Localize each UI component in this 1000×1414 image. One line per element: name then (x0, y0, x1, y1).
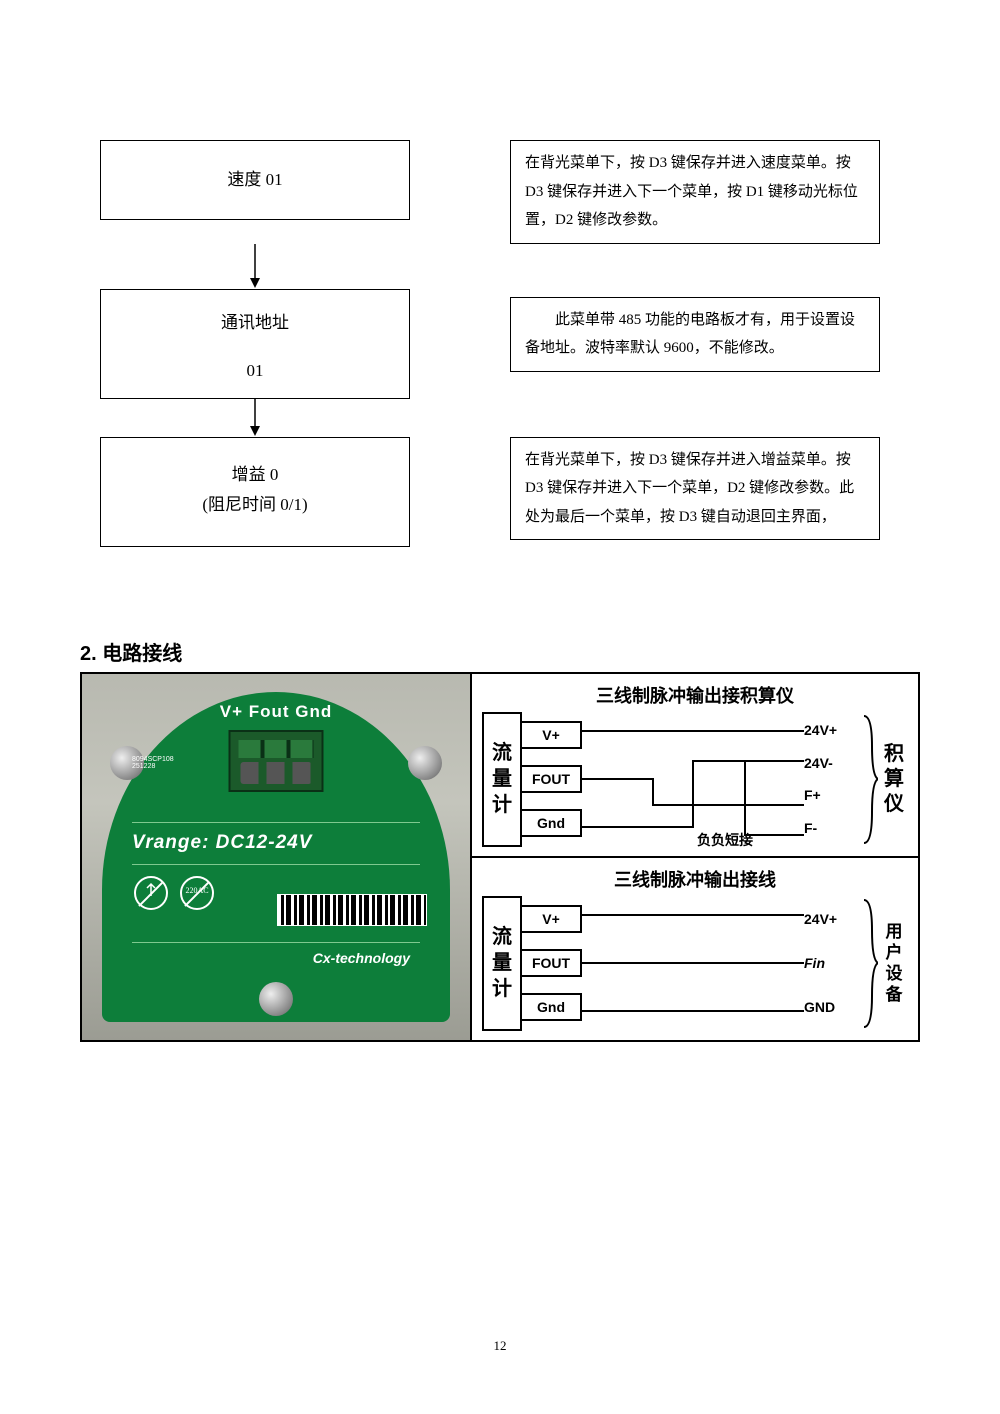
barcode (277, 894, 427, 926)
prohibit-icon-2: 220AC (180, 876, 214, 910)
right-device-label-2: 用户设备 (860, 896, 908, 1031)
wiring-diagram-2: 三线制脉冲输出接线 流量计 V+ FOUT Gnd (472, 858, 918, 1040)
wiring-diagram-1: 三线制脉冲输出接积算仪 流量计 V+ FOUT Gnd (472, 674, 918, 858)
pin-fout: FOUT (520, 765, 582, 793)
pcb-board: V+ Fout Gnd 8094SCP108 251228 Vrange: DC… (102, 692, 450, 1022)
pin-fm: F- (804, 814, 860, 842)
pin-vplus: V+ (520, 721, 582, 749)
flow-box-speed-text: 速度 01 (227, 165, 282, 196)
neg-short-label: 负负短接 (697, 830, 753, 850)
pcb-photo-panel: V+ Fout Gnd 8094SCP108 251228 Vrange: DC… (82, 674, 472, 1040)
wiring-container: V+ Fout Gnd 8094SCP108 251228 Vrange: DC… (80, 672, 920, 1042)
left-pins-1: V+ FOUT Gnd (520, 712, 582, 847)
pin2-fin: Fin (804, 949, 860, 977)
screw-2 (408, 746, 442, 780)
flow-row-3: 增益 0 (阻尼时间 0/1) 在背光菜单下，按 D3 键保存并进入增益菜单。按… (80, 437, 920, 547)
desc-1-text: 在背光菜单下，按 D3 键保存并进入速度菜单。按 D3 键保存并进入下一个菜单，… (525, 155, 858, 228)
flow-box-gain-line2: (阻尼时间 0/1) (109, 490, 401, 521)
flow-box-addr-line1: 通讯地址 (109, 308, 401, 339)
pin2-24vp: 24V+ (804, 905, 860, 933)
section-title-wiring: 2. 电路接线 (80, 637, 920, 666)
right-pins-2: 24V+ Fin GND (804, 896, 860, 1031)
desc-3-text: 在背光菜单下，按 D3 键保存并进入增益菜单。按 D3 键保存并进入下一个菜单，… (525, 452, 854, 525)
diag-body-2: 流量计 V+ FOUT Gnd 24V+ Fin (482, 896, 908, 1031)
document-page: 速度 01 在背光菜单下，按 D3 键保存并进入速度菜单。按 D3 键保存并进入… (0, 0, 1000, 1042)
pcb-line-3 (132, 942, 420, 943)
pin-24vp: 24V+ (804, 716, 860, 744)
right-pins-1: 24V+ 24V- F+ F- (804, 712, 860, 847)
wiring-right-panel: 三线制脉冲输出接积算仪 流量计 V+ FOUT Gnd (472, 674, 918, 1040)
desc-box-3: 在背光菜单下，按 D3 键保存并进入增益菜单。按 D3 键保存并进入下一个菜单，… (510, 437, 880, 541)
wiring-title-2: 三线制脉冲输出接线 (482, 866, 908, 892)
screw-3 (259, 982, 293, 1016)
left-pins-2: V+ FOUT Gnd (520, 896, 582, 1031)
arrow-2 (100, 399, 410, 437)
pin2-gndR: GND (804, 993, 860, 1021)
right-device-label-1: 积算仪 (860, 712, 908, 847)
pcb-top-label: V+ Fout Gnd (102, 702, 450, 722)
wire-area-1: 负负短接 (582, 712, 804, 847)
flow-box-addr-line2: 01 (109, 356, 401, 387)
desc-2-text: 此菜单带 485 功能的电路板才有，用于设置设备地址。波特率默认 9600，不能… (525, 312, 855, 357)
left-device-label-2: 流量计 (482, 896, 522, 1031)
diag-body-1: 流量计 V+ FOUT Gnd (482, 712, 908, 847)
desc-box-1: 在背光菜单下，按 D3 键保存并进入速度菜单。按 D3 键保存并进入下一个菜单，… (510, 140, 880, 244)
left-device-label-1: 流量计 (482, 712, 522, 847)
terminal-block (229, 730, 324, 792)
wiring-title-1: 三线制脉冲输出接积算仪 (482, 682, 908, 708)
pin2-gnd: Gnd (520, 993, 582, 1021)
prohibit-icon-1 (134, 876, 168, 910)
pcb-brand: Cx-technology (313, 950, 410, 966)
flow-box-gain-line1: 增益 0 (109, 460, 401, 491)
pin-fp: F+ (804, 781, 860, 809)
flow-row-2: 通讯地址 01 此菜单带 485 功能的电路板才有，用于设置设备地址。波特率默认… (80, 289, 920, 399)
page-number: 12 (0, 1338, 1000, 1354)
flow-box-addr: 通讯地址 01 (100, 289, 410, 399)
desc-box-2: 此菜单带 485 功能的电路板才有，用于设置设备地址。波特率默认 9600，不能… (510, 297, 880, 372)
pcb-small-code: 8094SCP108 251228 (132, 756, 174, 771)
pin-24vm: 24V- (804, 749, 860, 777)
pcb-line-1 (132, 822, 420, 823)
pcb-vrange: Vrange: DC12-24V (132, 832, 312, 854)
flow-box-gain: 增益 0 (阻尼时间 0/1) (100, 437, 410, 547)
pin2-vplus: V+ (520, 905, 582, 933)
flow-row-1: 速度 01 在背光菜单下，按 D3 键保存并进入速度菜单。按 D3 键保存并进入… (80, 140, 920, 244)
pin-gnd: Gnd (520, 809, 582, 837)
pcb-line-2 (132, 864, 420, 865)
flow-box-speed: 速度 01 (100, 140, 410, 220)
pin2-fout: FOUT (520, 949, 582, 977)
arrow-1 (100, 244, 410, 289)
wire-area-2 (582, 896, 804, 1031)
